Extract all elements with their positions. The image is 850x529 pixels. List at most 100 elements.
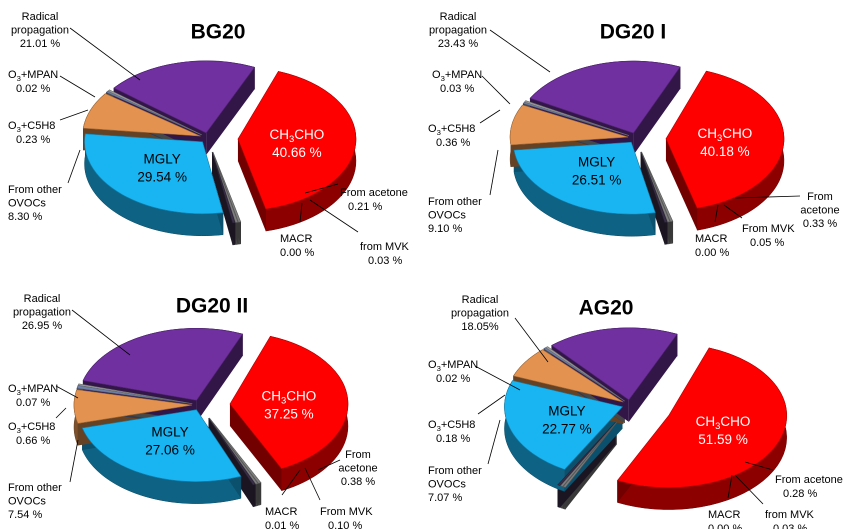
slice-ch3cho	[616, 347, 787, 488]
slice-side-macr	[640, 151, 665, 245]
slice-callout-value-o3-c5h8: 0.66 %	[16, 435, 50, 447]
leader-line-o3-c5h8	[55, 407, 67, 419]
slice-label-ch3cho: CH3CHO	[269, 127, 324, 145]
leader-line-macr	[281, 469, 301, 496]
chart-title: DG20 II	[176, 294, 248, 317]
slice-from-other-ovocs	[509, 104, 629, 146]
slice-callout-from-acetone: From acetone	[775, 474, 843, 486]
slice-side-radical-propagation	[206, 67, 255, 155]
leader-line-from-other-ovocs	[69, 439, 79, 483]
slice-callout-o3-mpan: O3+MPAN	[428, 359, 478, 373]
slice-radical-propagation	[113, 60, 256, 134]
slice-callout-macr: MACR	[708, 509, 740, 521]
slice-macr	[557, 421, 616, 486]
slice-side-radical-propagation	[196, 334, 243, 423]
slice-callout-value-from-acetone: 0.28 %	[783, 488, 817, 500]
slice-callout-o3-mpan: O3+MPAN	[8, 383, 58, 397]
leader-line-o3-mpan	[59, 75, 96, 98]
slice-callout-from-other-ovocs: From other OVOCs 9.10 %	[428, 196, 482, 235]
slice-macr	[211, 151, 236, 224]
slice-callout-o3-mpan: O3+MPAN	[432, 69, 482, 83]
slice-mgly	[81, 409, 242, 482]
slice-side-ch3cho	[665, 138, 698, 231]
leader-line-from-mvk	[723, 204, 743, 219]
slice-from-mvk	[208, 417, 259, 485]
chart-title: AG20	[579, 296, 634, 319]
slice-from-other-ovocs	[73, 389, 193, 424]
leader-line-from-mvk	[309, 199, 359, 233]
leader-line-o3-mpan	[55, 385, 79, 399]
slice-macr	[640, 151, 668, 223]
slice-callout-radical-propagation: Radical propagation 18.05%	[451, 294, 509, 333]
leader-line-from-acetone	[734, 195, 801, 199]
slice-side-radical-propagation	[628, 334, 678, 422]
leader-line-radical-propagation	[71, 309, 131, 356]
slice-from-mvk	[559, 422, 617, 487]
slice-label-mgly: MGLY	[144, 151, 181, 166]
slice-mgly	[84, 133, 224, 215]
slice-callout-radical-propagation: Radical propagation 21.01 %	[11, 11, 69, 50]
slice-callout-from-other-ovocs: From other OVOCs 7.07 %	[428, 465, 482, 504]
slice-ch3cho	[665, 70, 785, 209]
slice-ch3cho	[229, 335, 349, 470]
slice-value-mgly: 27.06 %	[145, 443, 195, 458]
slice-callout-radical-propagation: Radical propagation 23.43 %	[429, 11, 487, 50]
slice-callout-from-acetone: From acetone 0.33 %	[800, 191, 839, 230]
slice-label-mgly: MGLY	[151, 425, 188, 440]
slice-callout-value-o3-mpan: 0.02 %	[436, 373, 470, 385]
leader-line-from-mvk	[734, 474, 764, 505]
slice-value-mgly: 22.77 %	[542, 422, 592, 437]
leader-line-radical-propagation	[69, 27, 141, 81]
slice-callout-from-mvk: From MVK	[742, 223, 795, 235]
leader-line-from-acetone	[304, 183, 339, 194]
slice-callout-value-from-mvk: 0.03 %	[368, 255, 402, 267]
leader-line-from-other-ovocs	[487, 419, 501, 465]
slice-value-ch3cho: 51.59 %	[698, 432, 748, 447]
slice-callout-value-o3-c5h8: 0.36 %	[436, 137, 470, 149]
slice-callout-from-other-ovocs: From other OVOCs 7.54 %	[8, 482, 62, 521]
slice-callout-macr: MACR	[280, 233, 312, 245]
leader-line-o3-mpan	[481, 75, 511, 105]
leader-line-radical-propagation	[489, 29, 551, 73]
slice-callout-value-o3-mpan: 0.02 %	[16, 83, 50, 95]
slice-callout-value-from-mvk: 0.03 %	[773, 523, 807, 529]
slice-from-other-ovocs	[82, 93, 201, 137]
slice-callout-o3-mpan: O3+MPAN	[8, 69, 58, 83]
leader-line-from-other-ovocs	[67, 149, 81, 184]
slice-value-ch3cho: 40.18 %	[700, 144, 750, 159]
slice-callout-from-mvk: From MVK	[320, 506, 373, 518]
slice-side-radical-propagation	[633, 66, 681, 156]
slice-from-acetone	[562, 422, 617, 488]
slice-side-ch3cho	[237, 139, 266, 232]
slice-callout-o3-c5h8: O3+C5H8	[8, 421, 55, 435]
slice-label-mgly: MGLY	[578, 154, 615, 169]
slice-callout-value-from-mvk: 0.10 %	[328, 520, 362, 529]
slice-label-ch3cho: CH3CHO	[696, 414, 751, 432]
slice-callout-radical-propagation: Radical propagation 26.95 %	[13, 293, 71, 332]
slice-value-ch3cho: 40.66 %	[272, 145, 322, 160]
slice-from-other-ovocs	[512, 349, 624, 403]
leader-line-o3-mpan	[474, 365, 521, 391]
slice-label-mgly: MGLY	[548, 404, 585, 419]
slice-callout-value-macr: 0.01 %	[265, 520, 299, 529]
leader-line-o3-c5h8	[479, 109, 501, 124]
slice-callout-o3-c5h8: O3+C5H8	[8, 120, 55, 134]
slice-callout-o3-c5h8: O3+C5H8	[428, 419, 475, 433]
slice-macr	[208, 418, 256, 486]
slice-radical-propagation	[82, 328, 244, 401]
slice-callout-from-other-ovocs: From other OVOCs 8.30 %	[8, 184, 62, 223]
slice-callout-macr: MACR	[265, 506, 297, 518]
slice-callout-value-from-acetone: 0.21 %	[348, 201, 382, 213]
slice-callout-from-acetone: From acetone	[340, 187, 408, 199]
slice-value-mgly: 29.54 %	[137, 169, 187, 184]
slice-from-acetone	[212, 151, 242, 223]
leader-line-from-acetone	[744, 461, 774, 471]
slice-side-ch3cho	[229, 403, 282, 491]
leader-line-o3-c5h8	[477, 394, 506, 415]
slice-o3-mpan	[77, 383, 193, 404]
slice-callout-value-o3-c5h8: 0.18 %	[436, 433, 470, 445]
slice-callout-from-mvk: from MVK	[360, 241, 410, 253]
